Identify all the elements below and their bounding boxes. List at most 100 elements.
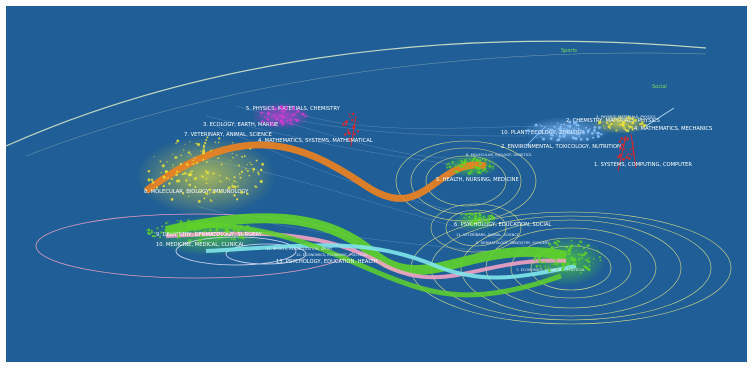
scatter-dot: [175, 173, 178, 177]
scatter-dot: [179, 220, 183, 224]
scatter-dot: [596, 135, 600, 138]
scatter-dot: [492, 167, 494, 170]
scatter-dot: [153, 231, 156, 234]
scatter-dot: [556, 243, 559, 247]
scatter-dot: [198, 238, 202, 242]
scatter-dot: [269, 108, 271, 110]
scatter-dot: [593, 257, 595, 260]
scatter-dot: [478, 211, 480, 213]
scatter-dot: [176, 233, 180, 236]
label-plant-ecology-zoology: 10. PLANT, ECOLOGY, ZOOLOGY: [501, 130, 585, 136]
scatter-dot: [233, 185, 237, 189]
scatter-dot: [573, 268, 575, 270]
scatter-dot: [627, 140, 629, 142]
label-ecology-earth-marine: 3. ECOLOGY, EARTH, MARINE: [203, 122, 278, 128]
label-mathematics-systems: 4. MATHEMATICS, SYSTEMS, MATHEMATICAL: [258, 138, 373, 144]
scatter-dot: [176, 156, 178, 158]
scatter-dot: [159, 236, 161, 239]
scatter-dot: [538, 254, 540, 256]
scatter-dot: [587, 268, 591, 272]
scatter-dot: [552, 263, 555, 266]
scatter-dot: [632, 117, 635, 120]
scatter-dot: [572, 259, 576, 263]
scatter-dot: [235, 228, 238, 230]
label-chemistry-materials-physics: 2. CHEMISTRY, MATERIALS, PHYSICS: [566, 118, 660, 124]
label-systems-computing-computer: 1. SYSTEMS, COMPUTING, COMPUTER: [594, 162, 692, 168]
scatter-dot: [205, 182, 208, 185]
scatter-dot: [471, 173, 473, 175]
scatter-dot: [560, 256, 563, 258]
scatter-dot: [214, 223, 218, 226]
scatter-dot: [213, 233, 216, 235]
scatter-dot: [627, 116, 630, 119]
scatter-dot: [171, 230, 173, 233]
scatter-dot: [493, 216, 495, 218]
scatter-dot: [286, 119, 289, 122]
scatter-dot: [624, 119, 626, 122]
scatter-dot: [250, 163, 253, 166]
scatter-dot: [573, 262, 577, 266]
scatter-dot: [342, 122, 345, 125]
scatter-dot: [566, 124, 569, 127]
scatter-dot: [227, 186, 231, 190]
scatter-dot: [348, 138, 352, 141]
scatter-dot: [183, 149, 185, 151]
scatter-dot: [466, 212, 469, 215]
scatter-dot: [294, 109, 296, 111]
scatter-dot: [201, 175, 204, 178]
scatter-dot: [631, 142, 634, 145]
scatter-dot: [625, 156, 629, 159]
scatter-dot: [535, 264, 537, 266]
scatter-dot: [552, 252, 555, 255]
scatter-dot: [543, 257, 546, 260]
scatter-dot: [587, 244, 590, 247]
scatter-dot: [232, 237, 236, 241]
scatter-dot: [184, 143, 186, 145]
scatter-dot: [217, 141, 220, 144]
scatter-dot: [195, 161, 198, 164]
label-veterinary-animal: 11. VETERINARY, ANIMAL, SCIENCE: [456, 233, 520, 237]
scatter-dot: [607, 125, 611, 129]
scatter-dot: [539, 124, 541, 126]
scatter-dot: [593, 130, 596, 133]
scatter-dot: [189, 239, 192, 242]
scatter-dot: [618, 149, 621, 151]
scatter-dot: [348, 132, 351, 135]
scatter-dot: [562, 127, 565, 130]
scatter-dot: [626, 129, 630, 133]
scatter-dot: [565, 263, 567, 265]
label-molecular-biology-immunology: 8. MOLECULAR, BIOLOGY, IMMUNOLOGY: [144, 189, 249, 195]
scatter-dot: [227, 230, 231, 234]
scatter-dot: [540, 266, 542, 269]
scatter-dot: [527, 128, 529, 130]
scatter-dot: [210, 200, 213, 202]
scatter-dot: [151, 178, 153, 180]
scatter-dot: [249, 231, 251, 233]
scatter-dot: [550, 259, 552, 261]
scatter-dot: [554, 260, 557, 262]
scatter-dot: [283, 111, 285, 114]
scatter-dot: [534, 129, 537, 133]
scatter-dot: [260, 111, 263, 114]
scatter-dot: [629, 117, 632, 120]
scatter-dot: [553, 131, 556, 133]
label-environmental-toxicology-nutrition: 2. ENVIRONMENTAL, TOXICOLOGY, NUTRITION: [501, 144, 621, 150]
scatter-dot: [205, 220, 208, 223]
global-arc-inner: [25, 52, 707, 157]
scatter-dot: [462, 161, 466, 165]
scatter-dot: [481, 221, 483, 224]
scatter-dot: [194, 157, 196, 159]
scatter-dot: [301, 112, 305, 116]
scatter-dot: [240, 190, 244, 194]
scatter-dot: [578, 135, 581, 138]
scatter-dot: [544, 265, 547, 268]
scatter-dot: [558, 135, 562, 138]
scatter-dot: [170, 198, 174, 201]
scatter-dot: [556, 139, 558, 142]
scatter-dot: [228, 178, 231, 180]
scatter-dot: [581, 130, 585, 134]
scatter-dot: [197, 199, 201, 203]
scatter-dot: [484, 165, 487, 168]
scatter-dot: [570, 257, 573, 261]
scatter-dot: [532, 262, 534, 265]
